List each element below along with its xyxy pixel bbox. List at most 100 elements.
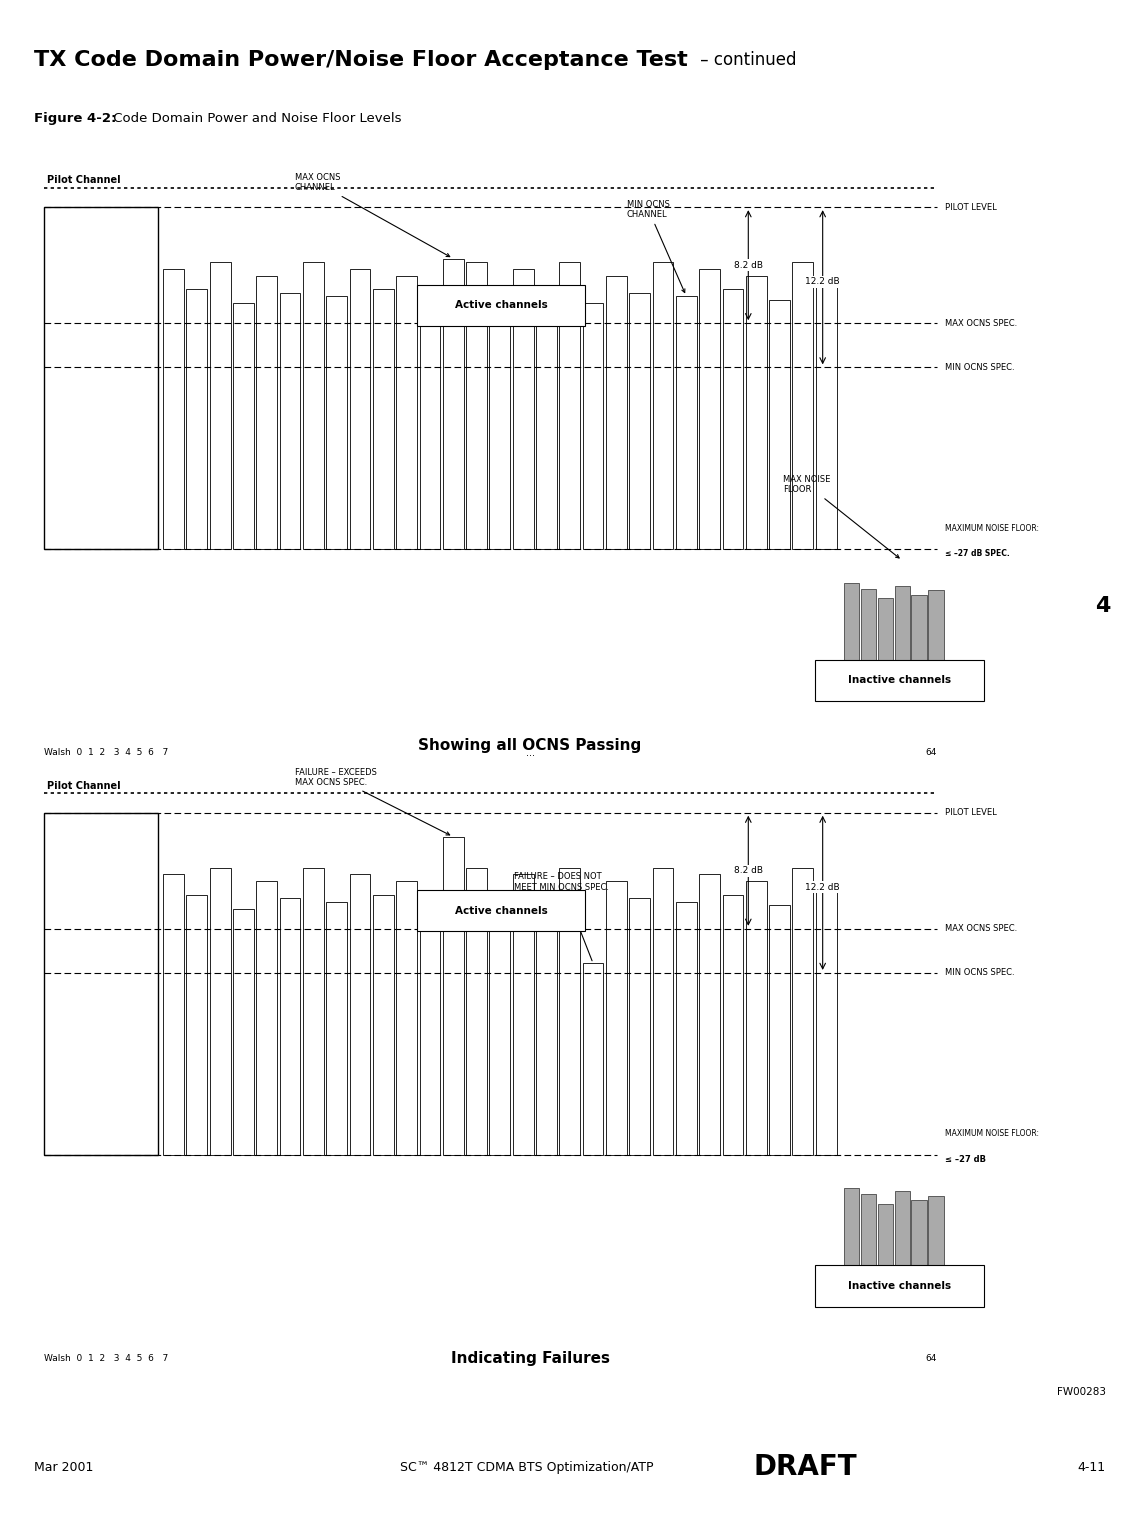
Bar — [606, 276, 627, 549]
Text: MIN OCNS
CHANNEL: MIN OCNS CHANNEL — [627, 199, 685, 293]
Bar — [928, 1196, 944, 1306]
Bar — [792, 262, 813, 549]
Bar — [489, 904, 511, 1154]
FancyBboxPatch shape — [815, 1265, 984, 1306]
Bar — [606, 881, 627, 1154]
Text: Figure 4-2:: Figure 4-2: — [34, 112, 116, 126]
Bar — [560, 262, 580, 549]
Bar — [489, 299, 511, 549]
Text: Pilot Channel: Pilot Channel — [47, 175, 121, 185]
Bar — [699, 268, 720, 549]
Bar — [816, 881, 837, 1154]
Bar — [210, 868, 230, 1154]
Text: 8.2 dB: 8.2 dB — [734, 866, 763, 875]
Text: MAX OCNS
CHANNEL: MAX OCNS CHANNEL — [294, 173, 449, 256]
Bar — [44, 207, 158, 549]
Bar — [187, 290, 207, 549]
Text: Indicating Failures: Indicating Failures — [450, 1351, 610, 1366]
Bar — [279, 293, 301, 549]
Text: FAILURE – DOES NOT
MEET MIN OCNS SPEC.: FAILURE – DOES NOT MEET MIN OCNS SPEC. — [514, 872, 609, 961]
Bar — [895, 586, 910, 701]
Bar — [816, 276, 837, 549]
Text: – continued: – continued — [695, 51, 797, 69]
Bar — [861, 1194, 877, 1306]
Bar — [233, 304, 254, 549]
Bar — [303, 868, 324, 1154]
Text: Walsh  0  1  2   3  4  5  6   7: Walsh 0 1 2 3 4 5 6 7 — [44, 748, 169, 757]
Bar — [397, 276, 417, 549]
Text: ≤ –27 dB SPEC.: ≤ –27 dB SPEC. — [945, 549, 1009, 558]
Bar — [912, 1200, 927, 1306]
Text: MAX OCNS SPEC.: MAX OCNS SPEC. — [945, 319, 1017, 328]
Text: MAX NOISE
FLOOR: MAX NOISE FLOOR — [783, 475, 899, 558]
Bar — [676, 296, 697, 549]
Text: MAXIMUM NOISE FLOOR:: MAXIMUM NOISE FLOOR: — [945, 524, 1039, 533]
Text: PILOT LEVEL: PILOT LEVEL — [945, 808, 996, 817]
Bar — [560, 868, 580, 1154]
Text: MAX OCNS SPEC.: MAX OCNS SPEC. — [945, 924, 1017, 934]
Bar — [210, 262, 230, 549]
Bar — [303, 262, 324, 549]
Bar — [187, 895, 207, 1154]
Bar — [466, 868, 487, 1154]
Bar — [699, 874, 720, 1154]
Bar — [326, 901, 347, 1154]
Text: Walsh  0  1  2   3  4  5  6   7: Walsh 0 1 2 3 4 5 6 7 — [44, 1354, 169, 1363]
FancyBboxPatch shape — [417, 285, 586, 327]
Text: Inactive channels: Inactive channels — [848, 1282, 951, 1291]
Bar — [844, 1188, 860, 1306]
Bar — [895, 1191, 910, 1306]
Text: Showing all OCNS Passing: Showing all OCNS Passing — [418, 737, 642, 753]
Text: ...: ... — [526, 1354, 535, 1364]
Text: 8.2 dB: 8.2 dB — [734, 261, 763, 270]
Bar — [350, 874, 371, 1154]
FancyBboxPatch shape — [815, 659, 984, 701]
Bar — [928, 590, 944, 701]
Bar — [583, 304, 603, 549]
Bar — [513, 268, 534, 549]
Text: FW00283: FW00283 — [1057, 1387, 1106, 1397]
Bar — [163, 268, 184, 549]
Bar — [629, 898, 650, 1154]
Text: Active channels: Active channels — [455, 906, 547, 915]
Text: MIN OCNS SPEC.: MIN OCNS SPEC. — [945, 363, 1015, 373]
Text: MAXIMUM NOISE FLOOR:: MAXIMUM NOISE FLOOR: — [945, 1130, 1039, 1139]
Bar — [513, 874, 534, 1154]
Text: ≤ –27 dB: ≤ –27 dB — [945, 1154, 986, 1164]
Bar — [770, 904, 790, 1154]
Text: FAILURE – EXCEEDS
MAX OCNS SPEC.: FAILURE – EXCEEDS MAX OCNS SPEC. — [294, 768, 449, 835]
Bar — [466, 262, 487, 549]
Text: 4: 4 — [1096, 595, 1110, 616]
Bar — [373, 895, 393, 1154]
Bar — [912, 595, 927, 701]
Text: Code Domain Power and Noise Floor Levels: Code Domain Power and Noise Floor Levels — [109, 112, 401, 126]
Text: MIN OCNS SPEC.: MIN OCNS SPEC. — [945, 969, 1015, 978]
Text: 12.2 dB: 12.2 dB — [805, 883, 840, 892]
Bar — [420, 904, 440, 1154]
Bar — [770, 299, 790, 549]
Bar — [652, 868, 674, 1154]
Text: 4-11: 4-11 — [1077, 1461, 1106, 1473]
Text: Mar 2001: Mar 2001 — [34, 1461, 93, 1473]
Bar — [746, 276, 766, 549]
Bar — [373, 290, 393, 549]
Text: Inactive channels: Inactive channels — [848, 676, 951, 685]
Bar — [233, 909, 254, 1154]
Bar — [44, 812, 158, 1154]
Bar — [583, 963, 603, 1154]
Text: Pilot Channel: Pilot Channel — [47, 780, 121, 791]
Text: 64: 64 — [926, 1354, 937, 1363]
Bar — [629, 293, 650, 549]
Text: PILOT LEVEL: PILOT LEVEL — [945, 202, 996, 212]
Bar — [723, 290, 743, 549]
Bar — [746, 881, 766, 1154]
FancyBboxPatch shape — [417, 891, 586, 932]
Text: 64: 64 — [926, 748, 937, 757]
Bar — [163, 874, 184, 1154]
Bar — [397, 881, 417, 1154]
Bar — [350, 268, 371, 549]
Bar — [723, 895, 743, 1154]
Bar — [256, 881, 277, 1154]
Bar — [279, 898, 301, 1154]
Bar — [878, 1203, 893, 1306]
